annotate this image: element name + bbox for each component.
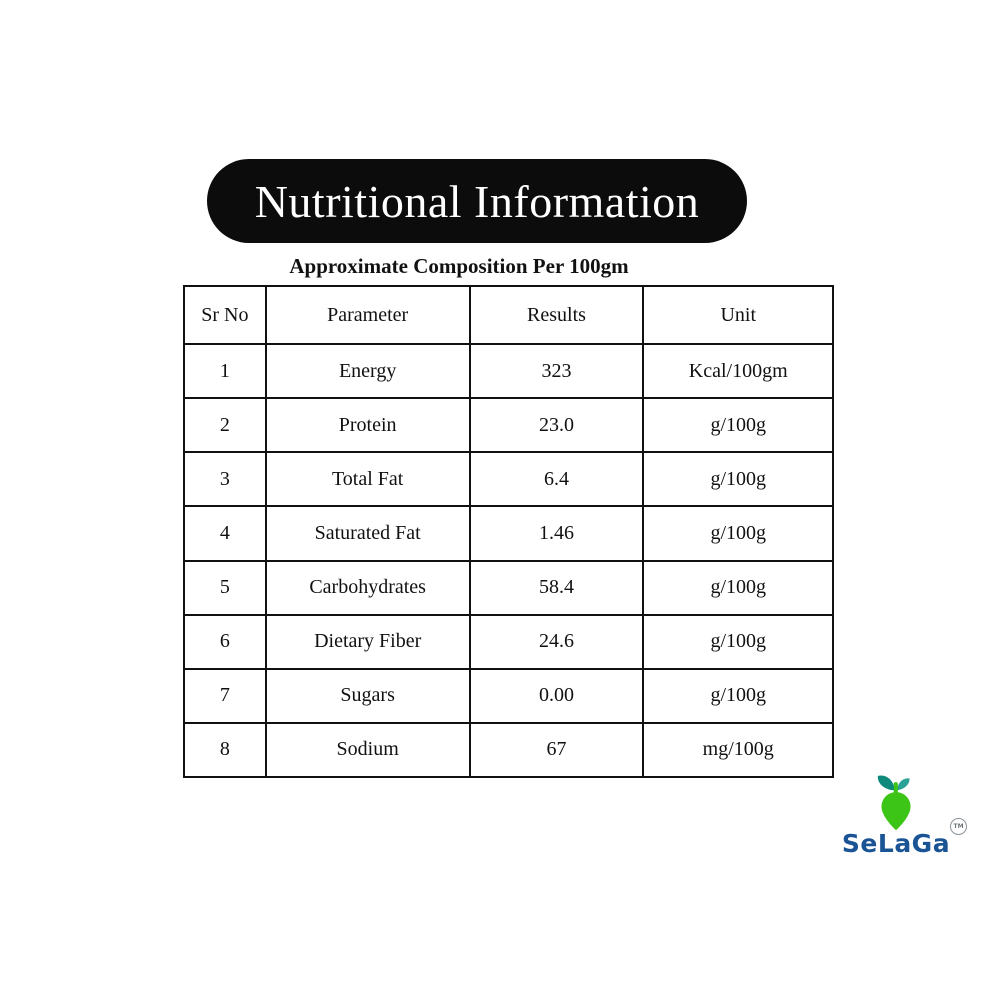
cell-result: 1.46 [468,505,645,562]
table-row: 6 Dietary Fiber 24.6 g/100g [183,613,834,670]
brand-logo: SeLaGa TM [834,774,968,858]
cell-sr-no: 1 [183,342,267,400]
cell-parameter: Protein [264,397,471,454]
cell-parameter: Carbohydrates [264,559,471,616]
cell-sr-no: 4 [183,505,267,562]
cell-sr-no: 7 [183,667,267,724]
cell-sr-no: 2 [183,397,267,454]
trademark-badge: TM [950,818,968,835]
cell-unit: g/100g [642,505,834,562]
table-row: 7 Sugars 0.00 g/100g [183,667,834,724]
cell-result: 6.4 [468,451,645,508]
cell-unit: g/100g [642,451,834,508]
cell-result: 323 [468,342,645,400]
cell-result: 0.00 [468,667,645,724]
cell-parameter: Dietary Fiber [264,613,471,670]
table-row: 8 Sodium 67 mg/100g [183,721,834,779]
table-row: 2 Protein 23.0 g/100g [183,397,834,454]
cell-unit: g/100g [642,397,834,454]
cell-unit: g/100g [642,559,834,616]
cell-result: 58.4 [468,559,645,616]
table-row: 3 Total Fat 6.4 g/100g [183,451,834,508]
header-unit: Unit [642,285,834,345]
table-row: 5 Carbohydrates 58.4 g/100g [183,559,834,616]
cell-parameter: Saturated Fat [264,505,471,562]
cell-parameter: Sugars [264,667,471,724]
table-subtitle: Approximate Composition Per 100gm [289,254,629,278]
cell-result: 24.6 [468,613,645,670]
brand-name: SeLaGa [841,829,951,858]
header-parameter: Parameter [264,285,471,345]
cell-sr-no: 3 [183,451,267,508]
nutrition-table: Sr No Parameter Results Unit 1 Energy 323 K… [183,285,834,779]
cell-sr-no: 6 [183,613,267,670]
table-row: 4 Saturated Fat 1.46 g/100g [183,505,834,562]
table-body: 1 Energy 323 Kcal/100gm 2 Protein 23.0 g/100g 3 T… [183,342,834,779]
seed-sprout-icon [877,775,911,831]
cell-parameter: Energy [264,342,471,400]
cell-parameter: Sodium [264,721,471,779]
table-row: 1 Energy 323 Kcal/100gm [183,342,834,400]
cell-unit: g/100g [642,613,834,670]
cell-sr-no: 8 [183,721,267,779]
table-header-row: Sr No Parameter Results Unit [183,285,834,345]
cell-result: 23.0 [468,397,645,454]
cell-unit: g/100g [642,667,834,724]
title-pill: Nutritional Information [207,159,747,243]
header-results: Results [468,285,645,345]
header-sr-no: Sr No [183,285,267,345]
cell-unit: mg/100g [642,721,834,779]
sprout-right-leaf [896,778,910,791]
cell-result: 67 [468,721,645,779]
sprout-left-leaf [877,775,896,791]
seed-drop [881,792,911,831]
brand-row: SeLaGa TM [841,818,968,858]
cell-unit: Kcal/100gm [642,342,834,400]
cell-sr-no: 5 [183,559,267,616]
cell-parameter: Total Fat [264,451,471,508]
page-title: Nutritional Information [254,175,700,227]
